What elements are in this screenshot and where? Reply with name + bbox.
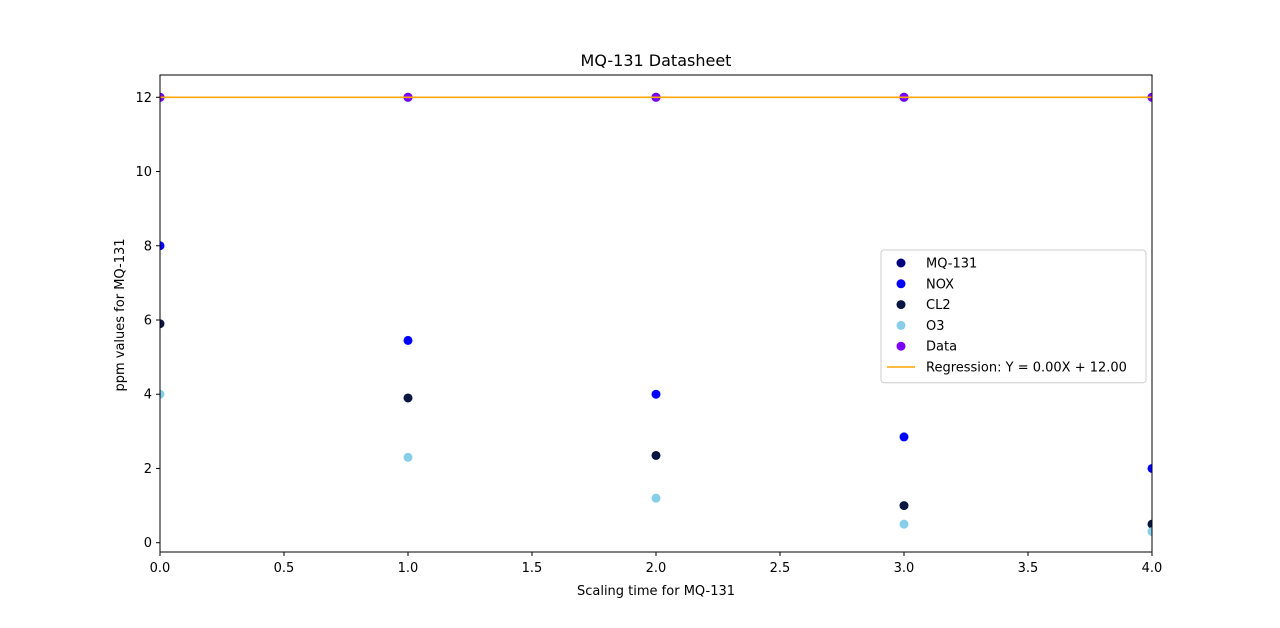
legend-label: NOX [926, 277, 954, 292]
point-nox-2 [651, 389, 661, 399]
legend: MQ-131 NOX CL2 O3 Data Regression: Y = 0.00X … [880, 249, 1147, 384]
legend-label: Regression: Y = 0.00X + 12.00 [926, 361, 1127, 376]
point-o3-4 [1147, 527, 1152, 537]
legend-label: O3 [926, 319, 945, 334]
point-nox-0 [160, 241, 165, 251]
y-tick-label: 2 [144, 462, 152, 477]
legend-dot-marker [896, 320, 906, 330]
plot-area: 0.0 0.5 1.0 1.5 2.0 2.5 3.0 3.5 4.0 0 2 4 6 8 10 12 [135, 74, 1163, 576]
legend-label: Data [926, 340, 957, 355]
point-cl2-4 [1147, 519, 1152, 529]
legend-label: CL2 [926, 298, 951, 313]
chart-title: MQ-131 Datasheet [581, 51, 732, 70]
legend-dot-marker [896, 258, 906, 268]
legend-dot-marker [896, 341, 906, 351]
point-cl2-1 [403, 393, 413, 403]
series-layer [160, 92, 1152, 537]
x-tick-label: 2.0 [646, 561, 667, 576]
y-tick-label: 6 [144, 313, 152, 328]
y-tick-label: 10 [135, 165, 152, 180]
point-nox-1 [403, 335, 413, 345]
point-o3-1 [403, 452, 413, 462]
y-tick-label: 4 [144, 388, 152, 403]
legend-dot-marker [896, 279, 906, 289]
x-tick-label: 1.5 [522, 561, 543, 576]
point-cl2-0 [160, 319, 165, 329]
y-axis-title: ppm values for MQ-131 [113, 238, 128, 391]
x-axis-title: Scaling time for MQ-131 [577, 584, 735, 599]
x-tick-label: 4.0 [1142, 561, 1163, 576]
point-nox-4 [1147, 463, 1152, 473]
legend-box [880, 249, 1147, 384]
point-o3-2 [651, 493, 661, 503]
point-nox-3 [899, 432, 909, 442]
point-cl2-3 [899, 501, 909, 511]
legend-label: MQ-131 [926, 257, 977, 272]
x-tick-label: 3.5 [1018, 561, 1039, 576]
point-o3-3 [899, 519, 909, 529]
point-cl2-2 [651, 450, 661, 460]
legend-dot-marker [896, 300, 906, 310]
y-tick-label: 8 [144, 239, 152, 254]
y-tick-label: 12 [135, 91, 152, 106]
x-tick-label: 0.5 [274, 561, 295, 576]
x-tick-label: 0.0 [150, 561, 171, 576]
x-tick-label: 2.5 [770, 561, 791, 576]
y-tick-label: 0 [144, 536, 152, 551]
x-tick-label: 3.0 [894, 561, 915, 576]
x-tick-label: 1.0 [398, 561, 419, 576]
point-o3-0 [160, 389, 165, 399]
